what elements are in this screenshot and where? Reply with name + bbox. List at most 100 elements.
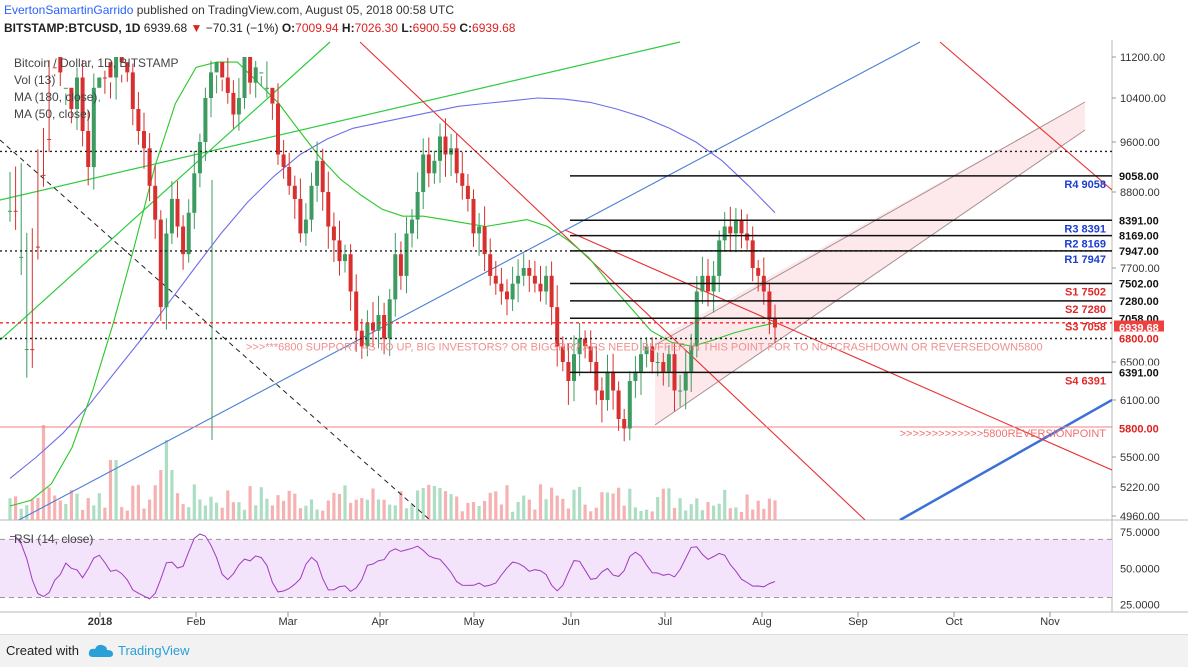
candle-body [75, 77, 79, 109]
moving-averages [9, 61, 776, 507]
volume-bar [689, 504, 693, 520]
candle-body [248, 57, 253, 83]
rsi-line [10, 533, 776, 600]
volume-bar [259, 487, 263, 520]
candle-body [583, 338, 588, 347]
candle-body [86, 131, 91, 167]
candle-body [465, 185, 470, 199]
reversion-annotation: >>>>>>>>>>>>>5800REVERSIONPOINT [900, 428, 1107, 440]
volume-bar [393, 505, 397, 520]
time-tick-label: Sep [848, 616, 868, 628]
time-tick-label: Jul [658, 616, 672, 628]
pink-channel [654, 101, 1086, 426]
legend-vol[interactable]: Vol (13) [14, 73, 56, 87]
legend-ma180[interactable]: MA (180, close) [14, 90, 98, 104]
volume-bar [97, 493, 101, 520]
rsi-legend[interactable]: RSI (14, close) [14, 532, 94, 546]
volume-bar [248, 486, 252, 520]
candle-body [114, 57, 119, 78]
candle-body [577, 338, 582, 355]
volume-bar [164, 440, 168, 520]
close-label: C: [459, 21, 473, 35]
volume-bar [399, 491, 403, 520]
volume-bar [561, 498, 565, 520]
volume-bar [254, 505, 258, 520]
tradingview-cloud-icon [88, 644, 113, 657]
candle-body [119, 57, 124, 63]
high-value: 7026.30 [354, 21, 398, 35]
candle-body [69, 87, 74, 110]
level-label-s2: S2 7280 [1065, 304, 1106, 316]
candle-body [627, 381, 632, 429]
candle-body [382, 315, 387, 339]
candle-body [19, 256, 24, 258]
level-label-r1: R1 7947 [1064, 254, 1106, 266]
blue-trend-line-thick [899, 398, 1112, 520]
volume-bar [53, 495, 57, 520]
candle-body [35, 246, 40, 248]
volume-bar [578, 486, 582, 520]
trend-lines [0, 41, 1112, 520]
candle-body [488, 254, 493, 276]
high-label: H: [341, 21, 355, 35]
volume-bar [198, 499, 202, 520]
volume-bar [343, 485, 347, 520]
green-channel-top [0, 41, 681, 201]
volume-bar [633, 507, 637, 520]
candle-body [733, 219, 738, 234]
volume-bar [751, 509, 755, 520]
candle-body [214, 62, 219, 73]
legend-ma50[interactable]: MA (50, close) [14, 107, 91, 121]
volume-bar [30, 499, 34, 520]
candle-body [728, 226, 733, 234]
candle-body [41, 174, 46, 176]
author-link[interactable]: EvertonSamartinGarrido [4, 3, 134, 17]
price-tag-r4: 9058.00 [1119, 171, 1159, 183]
candle-body [611, 371, 616, 391]
volume-bar [443, 491, 448, 520]
price-tag-s1-bg [1114, 276, 1164, 291]
support-price-tag: 6800.00 [1119, 334, 1159, 346]
volume-bar [639, 511, 643, 520]
axes: 11200.0010400.009600.008800.007700.00650… [88, 52, 1166, 628]
volume-bar [148, 499, 152, 520]
volume-bar [58, 500, 62, 520]
volume-bar [25, 505, 29, 520]
volume-bar [511, 511, 515, 520]
volume-bar [287, 490, 291, 520]
volume-bar [522, 495, 526, 520]
volume-bar [332, 492, 336, 520]
level-label-s1: S1 7502 [1065, 287, 1106, 299]
candle-body [393, 254, 398, 300]
candle-body [30, 349, 35, 351]
price-tag-r3-bg [1114, 213, 1164, 228]
volume-bar [416, 490, 420, 520]
candle-body [276, 103, 280, 155]
candle-body [689, 346, 694, 372]
candle-body [147, 148, 152, 186]
candle-body [605, 371, 610, 400]
candle-body [203, 98, 208, 142]
candle-body [527, 268, 532, 276]
candle-body [292, 185, 297, 199]
volume-bar [767, 498, 771, 520]
candle-body [477, 226, 482, 234]
volume-bar [650, 511, 654, 520]
volume-bar [265, 498, 269, 520]
volume-bar [175, 493, 180, 520]
price-tick-label: 11200.00 [1120, 52, 1165, 64]
candle-body [633, 371, 638, 381]
tradingview-brand-link[interactable]: TradingView [118, 643, 190, 658]
volume-bar [404, 508, 409, 520]
level-label-r2: R2 8169 [1064, 239, 1106, 251]
candle-body [639, 354, 643, 372]
volume-bar [728, 508, 732, 520]
candle-body [169, 198, 174, 234]
candle-body [588, 346, 593, 362]
candle-body [253, 67, 258, 83]
green-channel-bottom [0, 41, 331, 341]
volume-bar [672, 507, 677, 520]
volume-bar [92, 505, 96, 520]
volume-bar [477, 506, 481, 520]
